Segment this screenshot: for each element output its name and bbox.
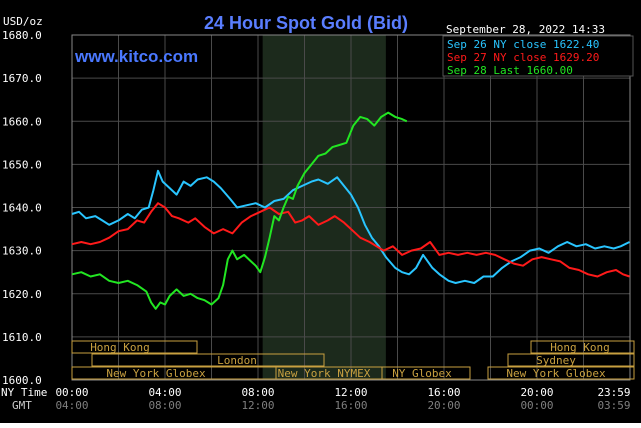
session-label-london: London bbox=[217, 354, 257, 367]
x-tick-label-ny: 00:00 bbox=[55, 386, 88, 399]
x-tick-label-gmt: 20:00 bbox=[427, 399, 460, 412]
session-london: London bbox=[91, 353, 325, 367]
legend-sep27: Sep 27 NY close 1629.20 bbox=[447, 51, 599, 64]
gmt-label: GMT bbox=[12, 399, 32, 412]
x-tick-label-ny: 08:00 bbox=[241, 386, 274, 399]
session-hong-kong-right: Hong Kong bbox=[530, 340, 635, 354]
series-line-1 bbox=[71, 169, 630, 284]
x-tick-label-gmt: 12:00 bbox=[241, 399, 274, 412]
y-tick-label: 1660.0 bbox=[2, 115, 42, 128]
session-label-hong-kong-left: Hong Kong bbox=[90, 341, 150, 354]
x-tick-label-gmt: 08:00 bbox=[148, 399, 181, 412]
series-line-2 bbox=[71, 202, 630, 278]
session-label-hong-kong-right: Hong Kong bbox=[550, 341, 610, 354]
y-tick-label: 1640.0 bbox=[2, 202, 42, 215]
x-tick-label-ny: 20:00 bbox=[520, 386, 553, 399]
ny-time-label: NY Time bbox=[1, 386, 47, 399]
y-tick-label: 1600.0 bbox=[2, 374, 42, 387]
legend-sep28: Sep 28 Last 1660.00 bbox=[447, 64, 573, 77]
x-tick-label-ny: 16:00 bbox=[427, 386, 460, 399]
session-ny-globex: NY Globex bbox=[381, 366, 471, 380]
series-line-3 bbox=[71, 111, 408, 310]
datetime-label: September 28, 2022 14:33 bbox=[446, 23, 605, 36]
y-tick-label: 1680.0 bbox=[2, 29, 42, 42]
session-sydney: Sydney bbox=[507, 353, 635, 367]
session-label-new-york-nymex: New York NYMEX bbox=[278, 367, 371, 380]
session-label-new-york-globex-right: New York Globex bbox=[506, 367, 606, 380]
x-tick-label-ny: 04:00 bbox=[148, 386, 181, 399]
session-label-ny-globex: NY Globex bbox=[392, 367, 452, 380]
plot-border bbox=[71, 34, 631, 381]
chart-title: 24 Hour Spot Gold (Bid) bbox=[204, 13, 408, 33]
y-tick-label: 1670.0 bbox=[2, 72, 42, 85]
y-tick-label: 1620.0 bbox=[2, 288, 42, 301]
y-tick-label: 1610.0 bbox=[2, 331, 42, 344]
series-layer bbox=[71, 111, 630, 310]
y-tick-label: 1630.0 bbox=[2, 245, 42, 258]
session-label-new-york-globex-left: New York Globex bbox=[106, 367, 206, 380]
session-label-sydney: Sydney bbox=[536, 354, 576, 367]
session-new-york-nymex: New York NYMEX bbox=[275, 366, 383, 380]
y-tick-labels: 1600.0 1610.0 1620.0 1630.0 1640.0 1650.0 1660… bbox=[2, 29, 42, 387]
x-tick-label-gmt: 16:00 bbox=[334, 399, 367, 412]
session-bars: Hong Kong London New York Globex New Yor… bbox=[71, 340, 635, 380]
x-tick-label-ny: 12:00 bbox=[334, 386, 367, 399]
y-tick-label: 1650.0 bbox=[2, 158, 42, 171]
session-new-york-globex-right: New York Globex bbox=[487, 366, 635, 380]
y-axis-unit: USD/oz bbox=[3, 15, 43, 28]
legend-sep26: Sep 26 NY close 1622.40 bbox=[447, 38, 599, 51]
x-tick-label-gmt: 03:59 bbox=[597, 399, 630, 412]
x-tick-label-gmt: 04:00 bbox=[55, 399, 88, 412]
watermark-kitco: www.kitco.com bbox=[74, 47, 198, 66]
legend: Sep 26 NY close 1622.40 Sep 27 NY close … bbox=[442, 35, 634, 77]
session-hong-kong-left: Hong Kong bbox=[71, 340, 198, 354]
x-tick-labels: 00:0004:0004:0008:0008:0012:0012:0016:00… bbox=[55, 386, 630, 412]
x-tick-label-ny: 23:59 bbox=[597, 386, 630, 399]
x-tick-label-gmt: 00:00 bbox=[520, 399, 553, 412]
